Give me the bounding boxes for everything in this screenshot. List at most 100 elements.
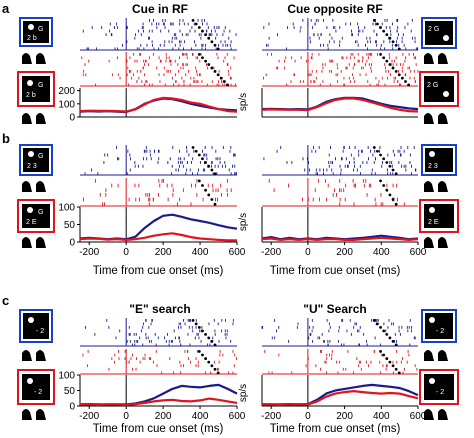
saccade-dot bbox=[372, 19, 376, 22]
y-axis-label-a: sp/s bbox=[238, 93, 249, 111]
title-cue-in-rf: Cue in RF bbox=[132, 2, 188, 16]
saccade-dot bbox=[382, 29, 386, 33]
saccade-dot bbox=[213, 172, 217, 176]
saccade-dot bbox=[391, 66, 395, 70]
svg-text:2 3: 2 3 bbox=[27, 163, 37, 170]
x-tick-label: -200 bbox=[79, 411, 99, 422]
stimulus-icon-a-blue-right: 2 G bbox=[421, 17, 457, 49]
saccade-dot bbox=[379, 179, 382, 183]
saccade-dot bbox=[197, 52, 201, 56]
saccade-dot bbox=[216, 73, 220, 77]
saccade-dot bbox=[379, 52, 382, 56]
saccade-dot bbox=[376, 22, 379, 26]
saccade-dot bbox=[404, 80, 407, 83]
hand-icon-b-2 bbox=[22, 237, 46, 248]
svg-text:- 2: - 2 bbox=[34, 389, 42, 396]
series-line-red bbox=[79, 232, 237, 242]
saccade-dot bbox=[394, 202, 398, 206]
y-tick-label: 0 bbox=[69, 113, 75, 124]
svg-text:G: G bbox=[38, 209, 43, 216]
series-line-blue bbox=[262, 383, 419, 406]
saccade-dot bbox=[379, 26, 382, 29]
x-axis-label-c-left: Time from cue onset (ms) bbox=[93, 423, 224, 435]
saccade-dot bbox=[382, 157, 386, 161]
saccade-dot bbox=[207, 336, 211, 340]
hand-icon-a-2 bbox=[22, 113, 46, 124]
saccade-dot bbox=[207, 164, 211, 168]
saccade-dot bbox=[201, 56, 204, 60]
saccade-dot bbox=[191, 319, 195, 322]
saccade-dot bbox=[379, 326, 382, 329]
stimulus-icon-a-red: G 2 b bbox=[17, 71, 55, 107]
saccade-dot bbox=[382, 184, 386, 187]
saccade-dot bbox=[372, 319, 376, 322]
x-tick-label: 600 bbox=[229, 411, 246, 422]
saccade-dot bbox=[385, 33, 389, 37]
saccade-dot bbox=[391, 340, 395, 343]
saccade-dot bbox=[210, 168, 214, 172]
series-line-red bbox=[80, 397, 238, 406]
saccade-dot bbox=[388, 36, 392, 40]
hand-icon-c-right-2 bbox=[424, 409, 448, 420]
saccade-dot bbox=[213, 367, 217, 371]
saccade-dot bbox=[388, 336, 392, 340]
stimulus-icon-b-blue-right: 2 3 bbox=[421, 144, 457, 176]
saccade-dot bbox=[197, 326, 201, 329]
saccade-dot bbox=[391, 168, 395, 172]
x-tick-label: 0 bbox=[305, 247, 311, 258]
svg-text:- 2: - 2 bbox=[436, 389, 444, 396]
saccade-dot bbox=[407, 83, 411, 87]
saccade-dot bbox=[210, 66, 214, 70]
saccade-dot bbox=[204, 357, 208, 360]
hand-icon-c-1 bbox=[22, 350, 46, 361]
hand-icon-a-right-2 bbox=[424, 113, 448, 124]
saccade-dot bbox=[372, 146, 376, 149]
saccade-dot bbox=[213, 343, 217, 347]
stimulus-icon-c-blue-right: - 2 bbox=[421, 309, 457, 343]
svg-text:2 E: 2 E bbox=[428, 219, 439, 226]
stimulus-icon-c-blue: - 2 bbox=[19, 309, 53, 343]
hand-icon-c-right-1 bbox=[424, 350, 448, 361]
saccade-dot bbox=[223, 80, 226, 83]
saccade-dot bbox=[213, 202, 217, 206]
stimulus-icon-b-blue: G 2 3 bbox=[19, 144, 53, 176]
y-tick-label: 100 bbox=[58, 99, 75, 110]
y-tick-label: 100 bbox=[58, 203, 75, 214]
saccade-dot bbox=[191, 19, 195, 22]
x-tick-label: 200 bbox=[155, 247, 172, 258]
saccade-dot bbox=[207, 36, 211, 40]
svg-text:2 3: 2 3 bbox=[428, 163, 438, 170]
series-line-red bbox=[261, 236, 419, 241]
stimulus-icon-b-red-right: 2 E bbox=[419, 199, 459, 233]
saccade-dot bbox=[388, 164, 392, 168]
saccade-dot bbox=[385, 357, 389, 360]
x-axis-label-c-right: Time from cue onset (ms) bbox=[270, 423, 401, 435]
svg-text:2 b: 2 b bbox=[27, 35, 37, 42]
x-axis-label-b-right: Time from cue onset (ms) bbox=[270, 265, 401, 277]
y-tick-label: 0 bbox=[69, 402, 75, 413]
x-tick-label: -200 bbox=[261, 247, 281, 258]
plots-layer: 0 100 200 0 50 100 -200 0 200 400 600 -200 0 200 400 60… bbox=[58, 18, 427, 422]
x-axis-label-b-left: Time from cue onset (ms) bbox=[93, 265, 224, 277]
saccade-dot bbox=[391, 40, 395, 44]
x-tick-label: 0 bbox=[305, 411, 311, 422]
y-axis-label-b: sp/s bbox=[238, 213, 249, 231]
saccade-dot bbox=[191, 146, 195, 149]
svg-text:G: G bbox=[38, 26, 43, 33]
y-tick-label: 0 bbox=[69, 238, 75, 249]
saccade-dot bbox=[397, 371, 401, 375]
saccade-dot bbox=[201, 157, 204, 161]
saccade-dot bbox=[379, 153, 382, 157]
saccade-dot bbox=[394, 343, 398, 347]
saccade-dot bbox=[394, 172, 398, 176]
saccade-dot bbox=[388, 193, 392, 197]
saccade-dot bbox=[382, 353, 386, 357]
saccade-dot bbox=[197, 179, 201, 183]
saccade-dot bbox=[385, 161, 389, 164]
stimulus-icon-c-red: - 2 bbox=[17, 369, 55, 405]
series-line-red bbox=[262, 390, 419, 406]
saccade-dot bbox=[201, 329, 204, 333]
series-line-red bbox=[79, 96, 238, 113]
saccade-dot bbox=[382, 329, 386, 333]
saccade-dot bbox=[394, 69, 398, 73]
